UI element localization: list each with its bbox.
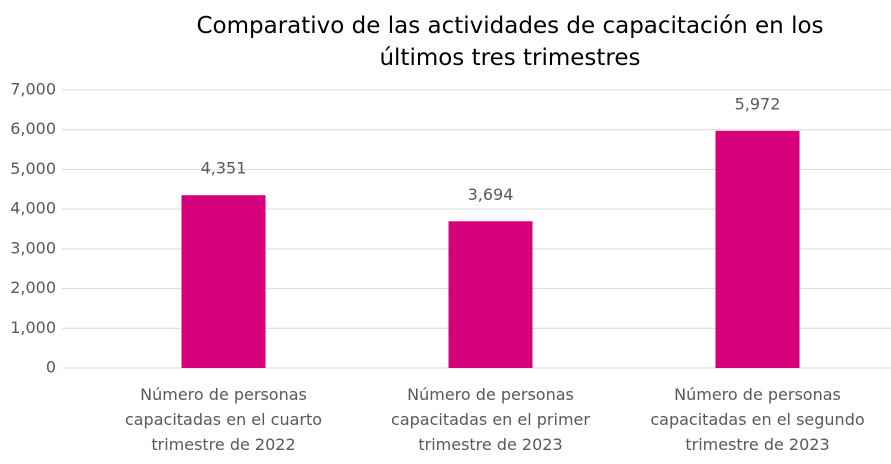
x-tick-label: Número de personas capacitadas en el pri… (391, 385, 590, 454)
y-tick-label: 6,000 (10, 119, 56, 138)
y-tick-label: 4,000 (10, 199, 56, 218)
x-tick-label: Número de personas capacitadas en el cua… (124, 385, 323, 454)
y-tick-label: 3,000 (10, 238, 56, 257)
y-tick-label: 2,000 (10, 278, 56, 297)
bar (448, 221, 533, 368)
data-label: 3,694 (468, 185, 514, 204)
y-tick-label: 0 (46, 358, 56, 377)
x-tick-label: Número de personas capacitadas en el seg… (650, 385, 865, 454)
chart-title: Comparativo de las actividades de capaci… (196, 13, 824, 71)
bar (715, 130, 800, 368)
bar (181, 195, 266, 368)
y-tick-label: 5,000 (10, 159, 56, 178)
y-tick-label: 7,000 (10, 80, 56, 99)
y-tick-label: 1,000 (10, 318, 56, 337)
data-label: 4,351 (201, 159, 247, 178)
data-label: 5,972 (735, 94, 781, 113)
